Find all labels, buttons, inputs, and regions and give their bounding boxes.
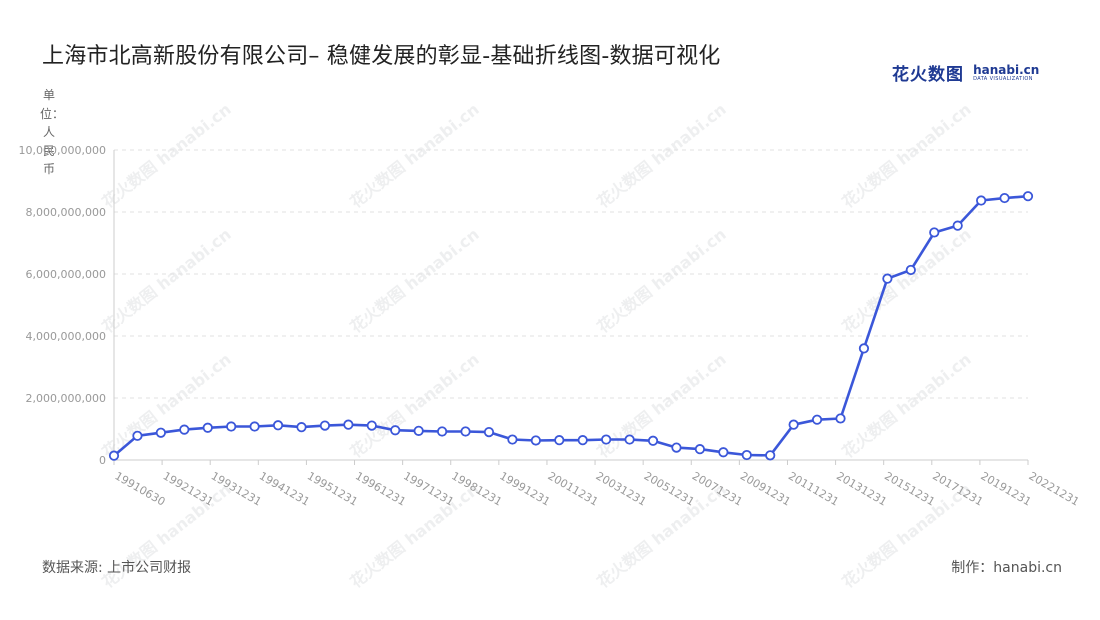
y-tick-label: 0 [99,454,106,467]
data-point [366,420,377,431]
data-point [858,343,870,354]
data-source-note: 数据来源: 上市公司财报 [42,560,192,576]
data-point [132,430,143,441]
x-tick-label: 19951231 [305,469,360,508]
credit-note: 制作：hanabi.cn [951,560,1062,576]
brand-logo: 花火数图 hanabi.cn DATA VISUALIZATION [892,60,1039,86]
data-point [108,450,120,461]
chart-title: 上海市北高新股份有限公司– 稳健发展的彰显-基础折线图-数据可视化 [42,44,721,69]
x-tick-label: 19961231 [353,469,408,508]
data-point [976,195,987,206]
data-point [577,435,588,446]
y-tick-label: 10,000,000,000 [19,144,106,157]
watermark-text: 花火数图 hanabi.cn [99,350,235,462]
x-tick-label: 19921231 [161,469,216,508]
x-tick-label: 19910630 [113,469,168,508]
watermark-text: 花火数图 hanabi.cn [594,350,730,462]
y-tick-label: 4,000,000,000 [26,330,106,343]
data-point [155,427,166,438]
x-tick-label: 20111231 [786,469,841,508]
watermark-text: 花火数图 hanabi.cn [839,100,975,212]
data-point [530,435,541,446]
watermark-text: 花火数图 hanabi.cn [347,480,483,592]
data-point [624,434,635,445]
data-point [929,227,940,238]
data-point [554,435,565,446]
data-point [601,434,612,445]
data-point [390,425,401,436]
axes [113,150,1028,461]
x-tick-label: 20091231 [738,469,793,508]
x-tick-label: 20051231 [642,469,697,508]
data-point [811,414,823,425]
data-point [788,419,799,430]
brand-domain: hanabi.cn [973,62,1040,77]
data-point [179,424,190,435]
x-tick-label: 20151231 [882,469,937,508]
data-point [460,426,471,437]
y-axis-unit-label: 单位：人民币 [40,88,65,176]
data-point [671,442,682,453]
brand-name: 花火数图 [892,65,964,85]
x-tick-label: 20031231 [594,469,649,508]
gridlines [114,149,1028,399]
data-point [296,422,307,433]
data-point [343,419,354,430]
watermark-text: 花火数图 hanabi.cn [347,350,483,462]
y-tick-labels: 0 2,000,000,000 4,000,000,000 6,000,000,000… [19,144,106,467]
data-point [507,434,518,445]
x-tick-label: 19971231 [401,469,456,508]
data-point [694,444,705,455]
watermark-text: 花火数图 hanabi.cn [839,225,975,337]
series-markers [108,191,1034,461]
data-point [882,273,893,284]
data-point [835,413,846,424]
x-tick-label: 20221231 [1027,469,1082,508]
data-point [647,435,659,446]
y-tick-label: 6,000,000,000 [26,268,106,281]
data-point [952,220,963,231]
x-tick-label: 20131231 [834,469,889,508]
brand-domain-block: hanabi.cn DATA VISUALIZATION [973,64,1039,82]
watermark-text: 花火数图 hanabi.cn [594,480,730,592]
x-tick-label: 20011231 [545,469,600,508]
data-point [999,192,1010,204]
watermark-text: 花火数图 hanabi.cn [594,100,730,212]
watermark-text: 花火数图 hanabi.cn [99,225,235,337]
data-point [319,420,331,431]
y-tick-label: 8,000,000,000 [26,206,106,219]
data-point [905,264,916,276]
watermark-text: 花火数图 hanabi.cn [347,100,483,212]
data-point [718,447,729,458]
data-point [765,450,776,461]
series-line [113,194,1029,457]
watermark-text: 花火数图 hanabi.cn [594,225,730,337]
data-point [249,421,260,432]
y-tick-label: 2,000,000,000 [26,392,106,405]
data-point [437,426,448,437]
watermark-layer: 花火数图 hanabi.cn 花火数图 hanabi.cn 花火数图 hanabi.… [99,100,975,592]
data-point [1022,191,1034,202]
watermark-text: 花火数图 hanabi.cn [347,225,483,337]
data-point [413,425,424,436]
x-tick-label: 19991231 [497,469,552,508]
x-tick-label: 20191231 [978,469,1033,508]
x-tick-label: 19941231 [257,469,312,508]
data-point [483,426,495,438]
data-point [741,449,752,461]
data-point [272,420,284,431]
data-point [226,421,237,432]
watermark-text: 花火数图 hanabi.cn [99,100,235,212]
data-point [202,422,213,433]
brand-tagline: DATA VISUALIZATION [973,75,1033,82]
